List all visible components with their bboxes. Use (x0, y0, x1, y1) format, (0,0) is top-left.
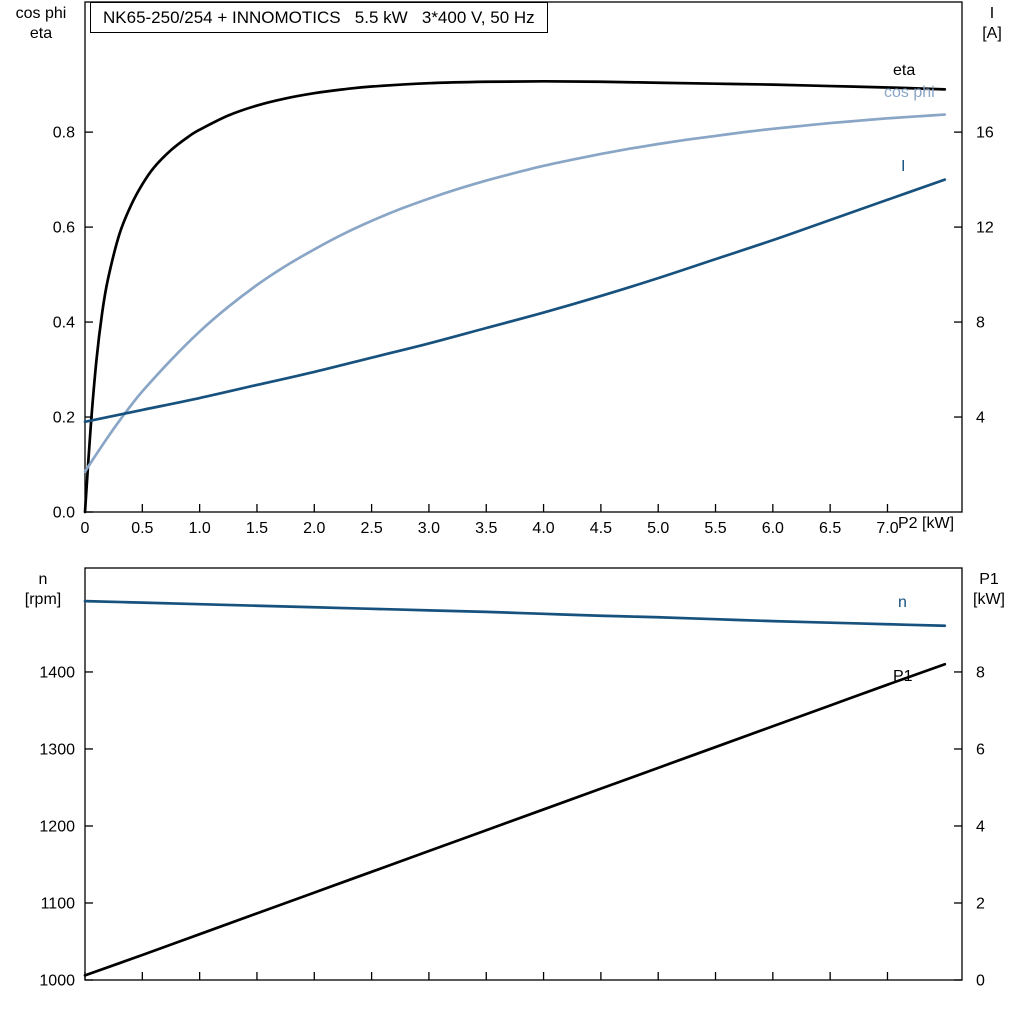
right-tick-label: 8 (976, 664, 985, 681)
electrical-chart: 0.0 0.2 0.4 0.6 0.8 4 8 12 16 0 0.5 1.0 1.5 2.0 2.5 3.0… (53, 1, 994, 537)
left-tick-label: 0.6 (53, 220, 75, 237)
p1-axis-label: P1 (979, 571, 999, 588)
left-tick-label: 1000 (39, 973, 75, 990)
x-tick-label: 3.0 (418, 520, 440, 537)
speed-axis-label: n (38, 571, 48, 588)
left-tick-label: 1200 (39, 818, 75, 835)
top-right-axis-title: I [A] (964, 4, 1020, 44)
left-tick-label: 0.4 (53, 315, 75, 332)
x-tick-label: 2.5 (360, 520, 382, 537)
right-tick-label: 16 (976, 125, 994, 142)
left-tick-label: 1300 (39, 741, 75, 758)
p1-curve-label: P1 (893, 668, 913, 685)
chart-title: NK65-250/254 + INNOMOTICS 5.5 kW 3*400 V… (90, 2, 548, 33)
current-curve-label: I (901, 158, 906, 175)
x-tick-label: 4.5 (590, 520, 612, 537)
plot-frame (84, 567, 963, 981)
ampere-unit-label: [A] (982, 25, 1002, 42)
x-tick-label: 7.0 (876, 520, 898, 537)
bottom-right-axis-title: P1 [kW] (958, 570, 1020, 610)
right-tick-label: 2 (976, 895, 985, 912)
series-p1-curve (83, 662, 947, 977)
x-axis-unit-label: P2 [kW] (898, 515, 955, 532)
series-eta-curve (83, 79, 947, 514)
mechanical-chart: 1000 1100 1200 1300 1400 0 2 4 6 8 (39, 567, 985, 990)
x-tick-label: 2.0 (303, 520, 325, 537)
bottom-left-axis-title: n [rpm] (8, 570, 78, 610)
series-cos_phi-curve (83, 113, 947, 473)
x-tick-label: 0.5 (131, 520, 153, 537)
x-tick-label: 5.5 (704, 520, 726, 537)
left-tick-label: 0.8 (53, 125, 75, 142)
speed-curve-label: n (898, 594, 907, 611)
left-tick-label: 1100 (41, 895, 76, 912)
cos-phi-axis-label: cos phi (15, 5, 67, 22)
x-tick-label: 6.0 (762, 520, 784, 537)
right-tick-label: 12 (976, 220, 994, 237)
rpm-unit-label: [rpm] (24, 591, 62, 608)
left-tick-label: 0.0 (53, 505, 75, 522)
series-current-curve (83, 178, 947, 424)
x-tick-label: 1.5 (246, 520, 268, 537)
eta-axis-label: eta (29, 25, 53, 42)
eta-curve-label: eta (893, 62, 916, 79)
x-tick-label: 3.5 (475, 520, 497, 537)
series-speed-curve (83, 599, 947, 628)
x-tick-label: 5.0 (647, 520, 669, 537)
right-tick-label: 6 (976, 741, 985, 758)
plot-frame (84, 1, 963, 513)
cos-phi-curve-label: cos phi (884, 84, 935, 101)
left-tick-label: 0.2 (53, 410, 75, 427)
right-tick-label: 0 (976, 973, 985, 990)
right-tick-label: 4 (976, 818, 985, 835)
current-axis-label: I (989, 5, 995, 22)
left-tick-label: 1400 (39, 664, 75, 681)
kw-unit-label: [kW] (973, 591, 1005, 608)
top-left-axis-title: cos phi eta (2, 4, 80, 44)
right-tick-label: 4 (976, 410, 985, 427)
x-tick-label: 1.0 (189, 520, 211, 537)
x-tick-label: 0 (81, 520, 90, 537)
x-tick-label: 4.0 (532, 520, 554, 537)
x-tick-label: 6.5 (819, 520, 841, 537)
right-tick-label: 8 (976, 315, 985, 332)
